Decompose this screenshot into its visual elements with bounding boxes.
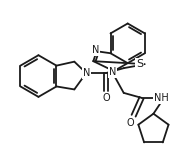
Text: N: N	[109, 67, 116, 77]
Text: S: S	[136, 59, 143, 69]
Text: O: O	[127, 118, 134, 128]
Text: N: N	[83, 68, 90, 78]
Text: N: N	[92, 45, 99, 55]
Text: O: O	[102, 93, 110, 103]
Text: NH: NH	[154, 93, 169, 103]
